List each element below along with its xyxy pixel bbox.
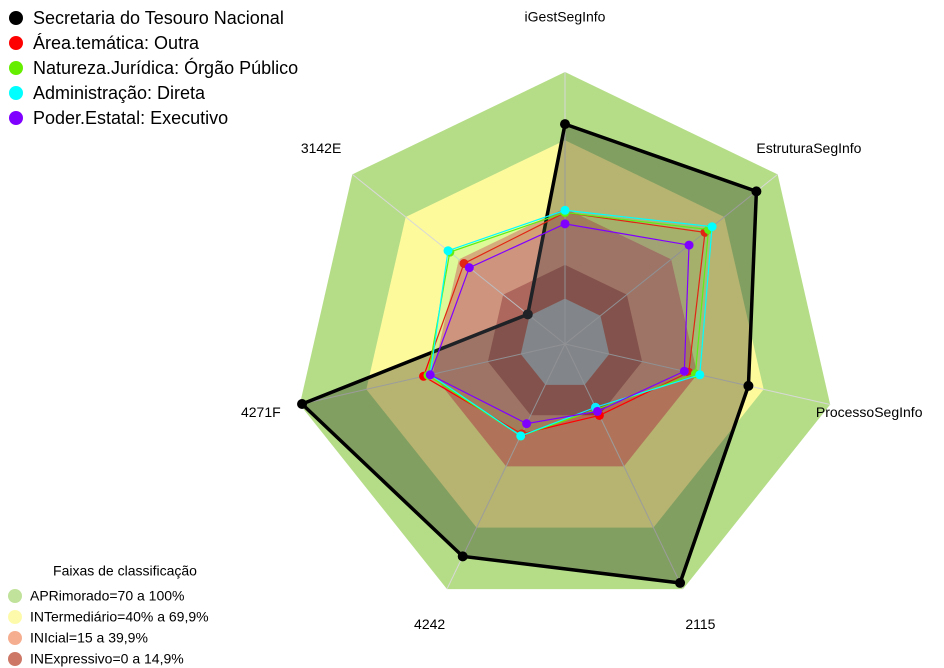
spoke (564, 343, 684, 590)
data-point (592, 406, 602, 416)
bands-title: Faixas de classificação (53, 563, 197, 579)
legend-label: Área.temática: Outra (33, 33, 200, 53)
band-legend-marker (8, 610, 22, 624)
band-legend-marker (8, 631, 22, 645)
axis-label: 4242 (414, 616, 445, 632)
data-point (560, 119, 570, 130)
series-area (422, 211, 706, 435)
legend-label: Poder.Estatal: Executivo (33, 108, 228, 128)
legend-marker (9, 36, 23, 50)
legend-marker (9, 111, 23, 125)
spoke (446, 343, 566, 590)
data-point (464, 263, 474, 273)
band-legend-label: INTermediário=40% a 69,9% (30, 609, 209, 625)
series-area (427, 211, 710, 437)
legend-label: Secretaria do Tesouro Nacional (33, 8, 284, 28)
legend-marker (9, 11, 23, 25)
data-point (751, 186, 762, 197)
data-point (560, 219, 570, 229)
data-point (516, 431, 526, 441)
axis-label: ProcessoSegInfo (816, 404, 923, 420)
legend-marker (9, 61, 23, 75)
band-legend-marker (8, 589, 22, 603)
data-point (675, 577, 686, 588)
data-point (522, 419, 532, 429)
legend-marker (9, 86, 23, 100)
data-point (443, 246, 453, 256)
axis-label: 2115 (685, 616, 715, 632)
series-area (429, 209, 713, 437)
spoke (564, 174, 778, 345)
data-point (707, 222, 717, 232)
band-legend-marker (8, 652, 22, 666)
data-point (425, 370, 435, 380)
series-area (429, 223, 690, 425)
band-legend-label: APRimorado=70 a 100% (30, 588, 185, 604)
axis-label: 4271F (241, 404, 281, 420)
axis-label: EstruturaSegInfo (756, 140, 861, 156)
series-area (298, 121, 759, 585)
data-point (457, 551, 468, 562)
data-point (560, 205, 570, 215)
axis-label: iGestSegInfo (525, 9, 606, 25)
axis-label: 3142E (301, 140, 341, 156)
data-point (684, 240, 694, 250)
data-point (297, 399, 308, 410)
data-point (522, 309, 533, 320)
data-point (679, 366, 689, 376)
legend-label: Natureza.Jurídica: Órgão Público (33, 57, 298, 78)
data-point (743, 380, 754, 391)
legend-label: Administração: Direta (33, 83, 206, 103)
band-legend-label: INIcial=15 a 39,9% (30, 630, 148, 646)
band-legend-label: INExpressivo=0 a 14,9% (30, 651, 184, 667)
data-point (695, 370, 705, 380)
